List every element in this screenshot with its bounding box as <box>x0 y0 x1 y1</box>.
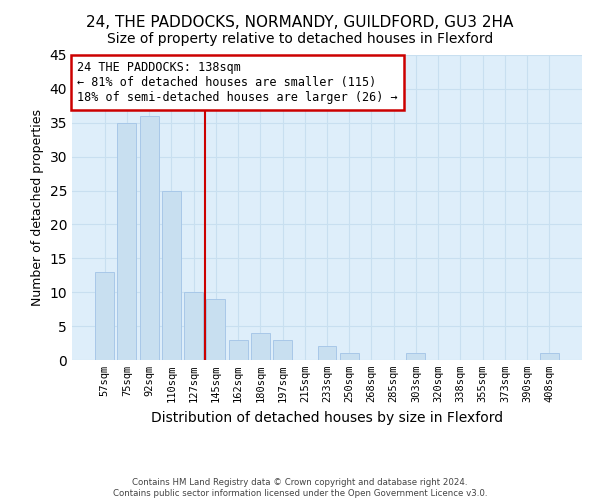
Bar <box>251 333 270 360</box>
Bar <box>95 272 114 360</box>
Bar <box>229 340 248 360</box>
Bar <box>184 292 203 360</box>
Bar <box>162 190 181 360</box>
Bar <box>340 353 359 360</box>
Text: Contains HM Land Registry data © Crown copyright and database right 2024.
Contai: Contains HM Land Registry data © Crown c… <box>113 478 487 498</box>
Bar <box>273 340 292 360</box>
Bar <box>118 123 136 360</box>
X-axis label: Distribution of detached houses by size in Flexford: Distribution of detached houses by size … <box>151 410 503 424</box>
Y-axis label: Number of detached properties: Number of detached properties <box>31 109 44 306</box>
Bar <box>406 353 425 360</box>
Bar <box>317 346 337 360</box>
Text: 24 THE PADDOCKS: 138sqm
← 81% of detached houses are smaller (115)
18% of semi-d: 24 THE PADDOCKS: 138sqm ← 81% of detache… <box>77 61 398 104</box>
Text: Size of property relative to detached houses in Flexford: Size of property relative to detached ho… <box>107 32 493 46</box>
Bar <box>140 116 158 360</box>
Bar <box>206 299 225 360</box>
Bar <box>540 353 559 360</box>
Text: 24, THE PADDOCKS, NORMANDY, GUILDFORD, GU3 2HA: 24, THE PADDOCKS, NORMANDY, GUILDFORD, G… <box>86 15 514 30</box>
